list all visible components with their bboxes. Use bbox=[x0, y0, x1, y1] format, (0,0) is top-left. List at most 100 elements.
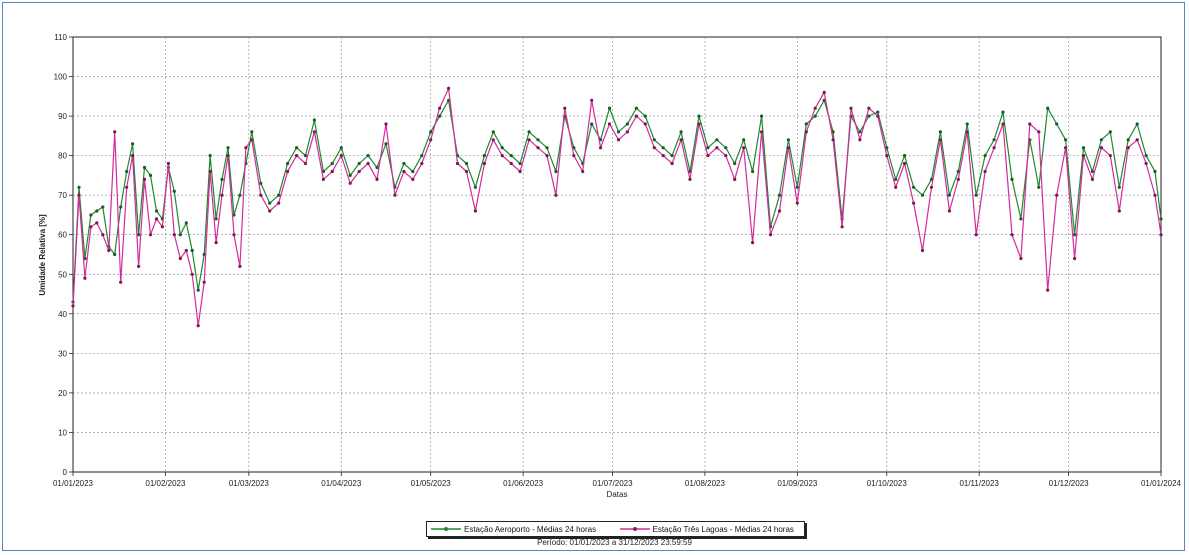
data-point bbox=[1081, 154, 1086, 158]
x-tick-label: 01/05/2023 bbox=[411, 479, 452, 488]
data-point bbox=[1135, 138, 1139, 142]
data-point bbox=[1159, 217, 1163, 221]
data-point bbox=[912, 185, 916, 189]
data-point bbox=[226, 154, 230, 158]
data-point bbox=[303, 161, 308, 166]
data-point bbox=[831, 138, 835, 142]
data-point bbox=[858, 138, 862, 142]
data-point bbox=[375, 177, 379, 181]
data-point bbox=[321, 177, 325, 181]
data-point bbox=[184, 248, 188, 253]
data-point bbox=[1099, 146, 1103, 150]
data-point bbox=[938, 130, 943, 134]
data-point bbox=[113, 130, 117, 134]
data-point bbox=[220, 193, 224, 197]
data-point bbox=[554, 193, 558, 197]
data-point bbox=[876, 110, 880, 114]
data-point bbox=[813, 106, 817, 110]
data-point bbox=[795, 185, 799, 189]
plot-area bbox=[72, 36, 1162, 473]
x-tick-label: 01/09/2023 bbox=[777, 479, 818, 488]
data-point bbox=[491, 138, 495, 142]
data-point bbox=[1019, 217, 1023, 221]
data-point bbox=[867, 106, 871, 110]
data-point bbox=[137, 233, 141, 237]
data-point bbox=[661, 146, 665, 150]
data-point bbox=[607, 106, 612, 110]
data-point bbox=[142, 177, 147, 181]
data-point bbox=[411, 177, 415, 181]
data-point bbox=[348, 181, 352, 185]
data-point bbox=[491, 130, 495, 134]
data-point bbox=[250, 138, 254, 142]
data-point bbox=[760, 114, 764, 118]
data-point bbox=[438, 114, 442, 118]
data-point bbox=[1090, 169, 1094, 174]
data-point bbox=[214, 241, 218, 245]
data-point bbox=[411, 169, 415, 174]
data-point bbox=[786, 138, 791, 142]
data-point bbox=[1144, 161, 1148, 166]
data-point bbox=[661, 154, 665, 158]
legend-item-aeroporto: Estação Aeroporto - Médias 24 horas bbox=[427, 524, 616, 534]
data-point bbox=[77, 185, 81, 189]
data-point bbox=[956, 177, 960, 181]
data-point bbox=[166, 161, 170, 166]
data-point bbox=[148, 233, 153, 237]
data-point bbox=[226, 146, 230, 150]
y-axis-label: Umidade Relativa [%] bbox=[38, 214, 47, 296]
data-point bbox=[965, 130, 969, 134]
data-point bbox=[286, 161, 290, 166]
x-tick-label: 01/06/2023 bbox=[503, 479, 544, 488]
data-point bbox=[202, 252, 206, 257]
y-tick-label: 0 bbox=[63, 468, 68, 477]
y-tick-label: 40 bbox=[58, 310, 67, 319]
y-tick-label: 30 bbox=[58, 349, 67, 358]
data-point bbox=[974, 233, 978, 237]
data-point bbox=[393, 193, 397, 197]
data-point bbox=[947, 209, 952, 213]
data-point bbox=[1126, 138, 1130, 142]
data-point bbox=[154, 209, 159, 213]
data-point bbox=[268, 201, 272, 205]
y-tick-label: 50 bbox=[58, 270, 67, 279]
data-point bbox=[220, 177, 224, 181]
data-point bbox=[1019, 256, 1023, 261]
data-point bbox=[83, 276, 87, 280]
data-point bbox=[706, 154, 710, 158]
data-point bbox=[1055, 122, 1059, 126]
x-axis-ticks: 01/01/2023 01/02/2023 01/03/2023 01/04/2023… bbox=[53, 472, 1182, 488]
data-point bbox=[295, 146, 299, 150]
data-point bbox=[715, 146, 719, 150]
data-point bbox=[196, 288, 200, 292]
data-point bbox=[885, 146, 889, 150]
data-point bbox=[545, 154, 549, 158]
y-axis-ticks: 0 10 20 30 40 50 60 70 80 90 100 110 bbox=[54, 33, 73, 477]
data-point bbox=[137, 264, 141, 268]
data-point bbox=[509, 154, 513, 158]
data-point bbox=[760, 130, 764, 134]
data-point bbox=[101, 233, 105, 237]
data-point bbox=[184, 221, 188, 225]
data-point bbox=[616, 130, 621, 134]
data-point bbox=[1001, 122, 1005, 126]
x-tick-label: 01/07/2023 bbox=[593, 479, 634, 488]
data-point bbox=[652, 138, 656, 142]
data-point bbox=[840, 225, 844, 229]
data-point bbox=[473, 185, 477, 189]
data-point bbox=[983, 154, 987, 158]
data-point bbox=[929, 185, 934, 189]
data-point bbox=[142, 165, 147, 170]
data-point bbox=[1126, 146, 1130, 150]
data-point bbox=[679, 130, 683, 134]
data-point bbox=[1108, 154, 1112, 158]
data-point bbox=[1064, 138, 1068, 142]
data-point bbox=[643, 122, 647, 126]
data-point bbox=[172, 233, 176, 237]
data-point bbox=[154, 217, 159, 221]
data-point bbox=[1108, 130, 1112, 134]
data-point bbox=[357, 161, 361, 166]
y-tick-label: 70 bbox=[58, 191, 67, 200]
data-point bbox=[125, 185, 129, 189]
data-point bbox=[652, 146, 656, 150]
